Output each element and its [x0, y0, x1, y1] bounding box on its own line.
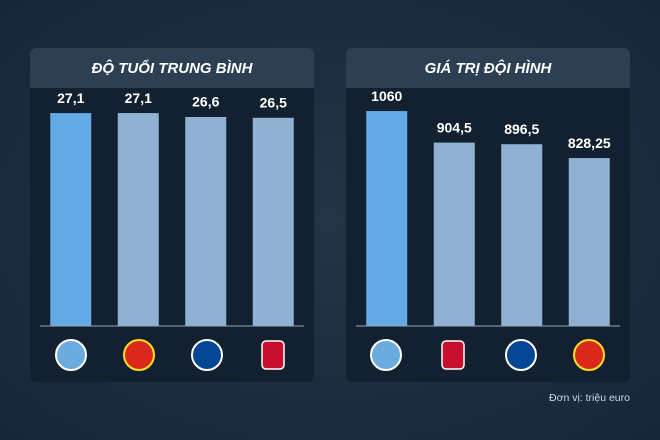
- bar: [433, 142, 475, 326]
- chart-title: GIÁ TRỊ ĐỘI HÌNH: [425, 59, 553, 77]
- bar: [185, 117, 227, 326]
- value-label: 896,5: [504, 121, 539, 137]
- bar: [117, 113, 159, 326]
- value-label: 27,1: [125, 90, 152, 106]
- value-label: 27,1: [57, 90, 84, 106]
- logo-man-utd: [123, 339, 155, 371]
- value-label: 904,5: [437, 119, 472, 135]
- panel-right: GIÁ TRỊ ĐỘI HÌNH: [346, 48, 630, 382]
- panel-body: [346, 48, 630, 382]
- logo-man-city: [370, 339, 402, 371]
- bar: [366, 111, 408, 326]
- club-logos: [55, 339, 605, 371]
- bar: [501, 144, 543, 326]
- value-label: 828,25: [568, 135, 611, 151]
- bar: [568, 158, 610, 326]
- logo-chelsea: [505, 339, 537, 371]
- chart-title: ĐỘ TUỔI TRUNG BÌNH: [92, 59, 254, 77]
- panel-body: [30, 48, 314, 382]
- logo-liverpool: [261, 340, 285, 370]
- logo-man-utd: [573, 339, 605, 371]
- panel-header: [346, 48, 630, 88]
- panel-header: [30, 48, 314, 88]
- logo-liverpool: [441, 340, 465, 370]
- logo-chelsea: [191, 339, 223, 371]
- value-label: 26,6: [192, 94, 219, 110]
- panel-left: ĐỘ TUỔI TRUNG BÌNH: [30, 48, 314, 382]
- bar: [50, 113, 92, 326]
- value-label: 26,5: [260, 94, 287, 110]
- footnote: Đơn vị: triệu euro: [549, 392, 630, 404]
- bar: [252, 117, 294, 327]
- logo-man-city: [55, 339, 87, 371]
- value-label: 1060: [371, 88, 402, 104]
